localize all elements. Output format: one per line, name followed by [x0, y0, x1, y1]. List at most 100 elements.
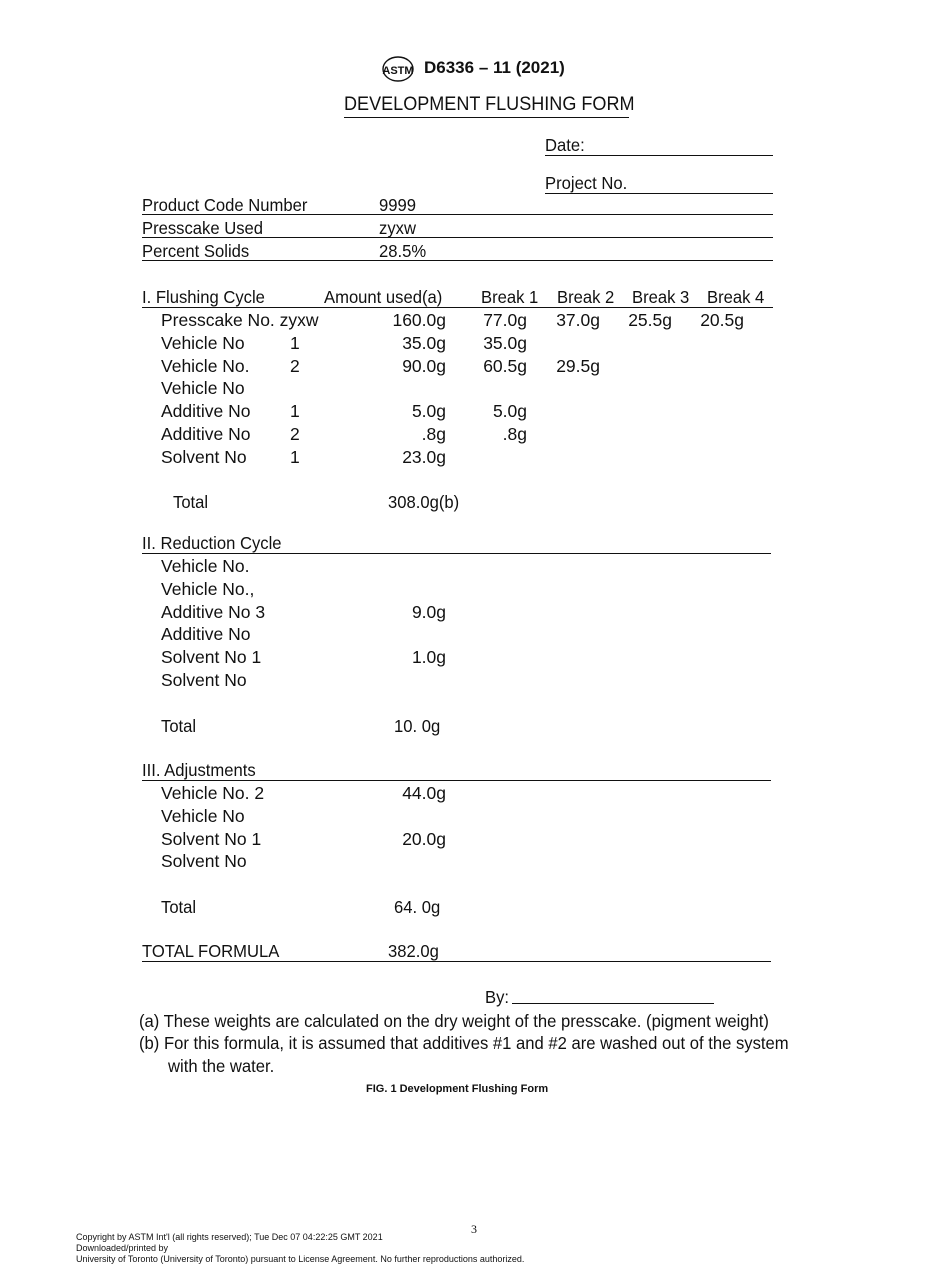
row-label: Solvent No 1 — [161, 828, 262, 849]
footer-downloaded: Downloaded/printed by — [76, 1243, 169, 1253]
row-label: Solvent No — [161, 446, 247, 467]
divider — [142, 780, 771, 781]
row-label: Vehicle No. — [161, 355, 250, 376]
adjustments-row: Vehicle No — [0, 805, 950, 827]
reduction-row: Vehicle No. — [0, 555, 950, 577]
flushing-row: Vehicle No 1 35.0g 35.0g — [0, 332, 950, 354]
product-code-value: 9999 — [379, 195, 416, 215]
row-break-1: 5.0g — [492, 401, 527, 422]
row-label: Solvent No 1 — [161, 647, 262, 668]
row-number: 1 — [290, 332, 300, 353]
reduction-row: Additive No 3 9.0g — [0, 601, 950, 623]
svg-text:ASTM: ASTM — [382, 65, 413, 77]
row-break-1: 60.5g — [483, 355, 527, 376]
reduction-row: Additive No — [0, 623, 950, 645]
row-label: Additive No — [161, 624, 251, 645]
row-label: Solvent No — [161, 670, 247, 690]
title-underline — [344, 117, 629, 118]
row-break-2: 37.0g — [556, 310, 600, 330]
page-number: 3 — [471, 1222, 477, 1236]
column-break-2: Break 2 — [557, 287, 615, 307]
row-amount: 90.0g — [402, 355, 446, 376]
divider — [142, 307, 773, 308]
row-label: Additive No — [161, 424, 251, 444]
row-label: Solvent No — [161, 851, 247, 872]
flushing-row: Solvent No 1 23.0g — [0, 446, 950, 468]
row-label: Additive No 3 — [161, 601, 266, 622]
column-break-1: Break 1 — [481, 287, 539, 307]
adjustments-row: Solvent No 1 20.0g — [0, 828, 950, 850]
column-break-4: Break 4 — [707, 287, 765, 307]
reduction-row: Solvent No — [0, 669, 950, 691]
adjustments-heading: III. Adjustments — [142, 760, 256, 780]
row-label: Additive No — [161, 401, 251, 422]
row-label: Vehicle No — [161, 332, 245, 353]
flushing-total-value: 308.0g(b) — [388, 492, 460, 512]
adjustments-row: Vehicle No. 2 44.0g — [0, 782, 950, 804]
reduction-row: Vehicle No., — [0, 578, 950, 600]
presscake-value: zyxw — [379, 218, 416, 238]
reduction-total-label: Total — [161, 716, 197, 736]
row-number: 2 — [290, 355, 300, 376]
row-label: Vehicle No., — [161, 578, 255, 599]
divider — [142, 260, 773, 261]
signature-line[interactable] — [512, 1003, 714, 1004]
column-break-3: Break 3 — [632, 287, 690, 307]
row-amount: 5.0g — [411, 401, 446, 422]
astm-logo-icon: ASTM — [382, 56, 414, 82]
row-break-2: 29.5g — [556, 355, 600, 376]
date-line[interactable] — [545, 155, 773, 156]
column-amount: Amount used(a) — [324, 287, 443, 307]
row-number: 1 — [290, 401, 300, 422]
adjustments-row: Solvent No — [0, 850, 950, 872]
presscake-label: Presscake Used — [142, 218, 264, 238]
by-label: By: — [485, 987, 510, 1007]
row-amount: 35.0g — [402, 332, 446, 353]
row-label: Vehicle No. — [161, 556, 250, 576]
flushing-row: Vehicle No — [0, 377, 950, 399]
designation: D6336 – 11 (2021) — [424, 58, 565, 77]
row-label: Vehicle No — [161, 378, 245, 399]
reduction-row: Solvent No 1 1.0g — [0, 646, 950, 668]
flushing-row: Additive No 2 .8g .8g — [0, 423, 950, 445]
flushing-row: Additive No 1 5.0g 5.0g — [0, 400, 950, 422]
row-number: 1 — [290, 446, 300, 467]
row-break-1: 77.0g — [483, 310, 527, 330]
note-b-continued: with the water. — [168, 1056, 275, 1076]
reduction-heading: II. Reduction Cycle — [142, 533, 282, 553]
total-formula-label: TOTAL FORMULA — [142, 941, 280, 961]
flushing-heading: I. Flushing Cycle — [142, 287, 265, 307]
row-amount: 20.0g — [402, 828, 446, 849]
note-b: (b) For this formula, it is assumed that… — [139, 1033, 789, 1053]
row-label: Vehicle No. 2 — [161, 783, 265, 803]
footer-license: University of Toronto (University of Tor… — [76, 1254, 525, 1264]
form-title: DEVELOPMENT FLUSHING FORM — [344, 94, 635, 115]
row-break-3: 25.5g — [628, 310, 672, 330]
reduction-total-value: 10. 0g — [394, 716, 441, 736]
note-a: (a) These weights are calculated on the … — [139, 1011, 769, 1031]
figure-caption: FIG. 1 Development Flushing Form — [366, 1083, 549, 1095]
adjustments-total-label: Total — [161, 897, 197, 917]
row-amount: 44.0g — [402, 783, 446, 803]
row-amount: 160.0g — [392, 310, 446, 330]
row-amount: .8g — [421, 424, 446, 444]
row-break-1: 35.0g — [483, 332, 527, 353]
project-label: Project No. — [545, 173, 628, 193]
row-amount: 9.0g — [411, 601, 446, 622]
project-line[interactable] — [545, 193, 773, 194]
percent-solids-label: Percent Solids — [142, 241, 250, 261]
row-amount: 1.0g — [411, 647, 446, 668]
divider — [142, 214, 773, 215]
row-break-4: 20.5g — [700, 310, 744, 330]
flushing-row: Presscake No. zyxw 160.0g 77.0g 37.0g 25.5g 2… — [0, 309, 950, 331]
flushing-total-label: Total — [173, 492, 209, 512]
percent-solids-value: 28.5% — [379, 241, 427, 261]
divider — [142, 961, 771, 962]
divider — [142, 237, 773, 238]
adjustments-total-value: 64. 0g — [394, 897, 441, 917]
total-formula-value: 382.0g — [388, 941, 439, 961]
product-code-label: Product Code Number — [142, 195, 308, 215]
divider — [142, 553, 771, 554]
row-number: 2 — [290, 424, 300, 444]
